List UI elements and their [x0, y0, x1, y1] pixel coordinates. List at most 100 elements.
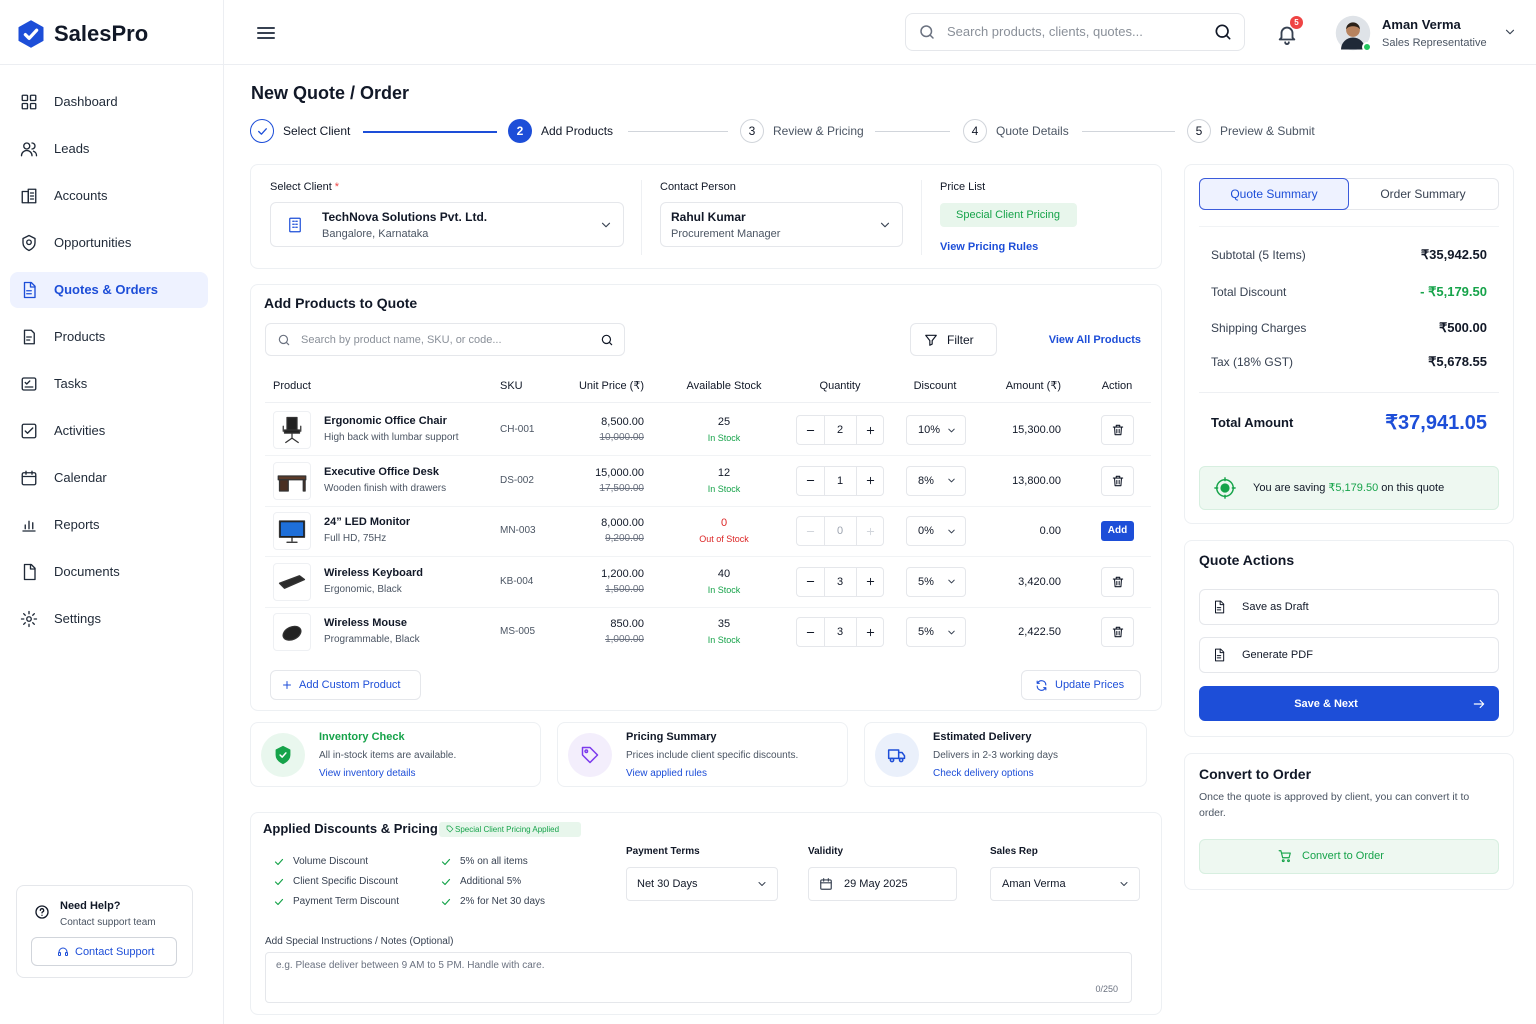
product-description: Ergonomic, Black	[324, 583, 402, 595]
stepper-divider	[824, 466, 825, 495]
info-link[interactable]: Check delivery options	[933, 768, 1034, 779]
icon	[925, 334, 937, 346]
add-custom-button[interactable]	[270, 670, 421, 700]
icon-shape	[26, 239, 32, 246]
payment-terms-select[interactable]	[626, 867, 778, 901]
primary-button-label[interactable]: Save & Next	[1294, 698, 1358, 710]
icon-shape	[947, 529, 955, 533]
pricing-rules-link[interactable]: View Pricing Rules	[940, 241, 1039, 253]
icon-shape	[285, 341, 290, 346]
nav-item[interactable]: Calendar	[54, 470, 107, 485]
search-box[interactable]	[905, 13, 1245, 51]
filter-button[interactable]	[910, 323, 997, 356]
action-button-label[interactable]: Generate PDF	[1242, 649, 1313, 661]
nav-item[interactable]: Quotes & Orders	[54, 282, 159, 297]
nav-item[interactable]: Tasks	[54, 376, 88, 391]
convert-button-label[interactable]: Convert to Order	[1302, 850, 1384, 862]
validity-input[interactable]	[808, 867, 957, 901]
icon-shape	[601, 222, 611, 228]
update-prices-label[interactable]: Update Prices	[1055, 679, 1125, 691]
action-button[interactable]	[1199, 637, 1499, 673]
discount-select[interactable]	[906, 566, 966, 597]
delete-button[interactable]	[1101, 415, 1134, 445]
quantity-stepper[interactable]	[796, 566, 884, 597]
icon	[1335, 15, 1371, 51]
support-button[interactable]	[31, 937, 177, 966]
icon-shape	[26, 336, 32, 341]
action-button-label[interactable]: Save as Draft	[1242, 601, 1309, 613]
icon-shape	[898, 757, 904, 763]
product-search[interactable]	[265, 323, 625, 356]
icon	[1120, 882, 1128, 886]
icon-shape	[441, 858, 451, 866]
icon	[1036, 679, 1046, 691]
nav-item[interactable]: Leads	[54, 141, 90, 156]
notes-textarea[interactable]	[265, 952, 1132, 1003]
nav-item[interactable]: Activities	[54, 423, 106, 438]
add-button-label[interactable]: Add	[1107, 525, 1128, 536]
icon	[20, 610, 38, 628]
nav-active-bg[interactable]	[10, 272, 208, 308]
icon	[441, 878, 451, 886]
notification-count: 5	[1294, 17, 1299, 27]
view-all-link[interactable]: View All Products	[1048, 334, 1141, 346]
info-link[interactable]: View applied rules	[626, 768, 707, 779]
summary-tab-active[interactable]	[1199, 178, 1349, 210]
filter-label[interactable]: Filter	[947, 333, 974, 347]
summary-tab[interactable]: Quote Summary	[1230, 187, 1318, 201]
icon	[278, 574, 306, 589]
column-header: Action	[1101, 380, 1133, 392]
step-circle	[1187, 119, 1211, 143]
product-search-placeholder: Search by product name, SKU, or code...	[301, 334, 502, 346]
primary-button[interactable]	[1199, 686, 1499, 721]
icon-shape	[29, 563, 36, 570]
product-description: Full HD, 75Hz	[324, 533, 387, 544]
delete-button[interactable]	[1101, 617, 1134, 647]
delete-button[interactable]	[1101, 465, 1134, 496]
update-prices-button[interactable]	[1021, 670, 1141, 700]
icon-shape	[274, 898, 284, 906]
icon-shape	[866, 476, 874, 485]
info-link[interactable]: View inventory details	[319, 768, 416, 779]
nav-item[interactable]: Products	[54, 329, 106, 344]
discount-select[interactable]	[906, 415, 966, 445]
icon	[806, 581, 814, 582]
discount-select[interactable]	[906, 465, 966, 496]
notes-label: Add Special Instructions / Notes (Option…	[265, 936, 454, 947]
delete-button[interactable]	[1101, 566, 1134, 597]
quantity-stepper[interactable]	[796, 617, 884, 647]
help-card	[16, 885, 193, 978]
nav-item[interactable]: Opportunities	[54, 235, 132, 250]
info-title: Estimated Delivery	[933, 731, 1032, 743]
contact-select[interactable]	[660, 202, 903, 247]
nav-item[interactable]: Settings	[54, 611, 101, 626]
summary-tab[interactable]: Order Summary	[1380, 187, 1466, 201]
nav-item[interactable]: Accounts	[54, 188, 108, 203]
product-image-frame	[273, 461, 311, 500]
nav-item[interactable]: Documents	[54, 564, 120, 579]
icon-shape	[283, 429, 301, 434]
quantity-stepper[interactable]	[796, 415, 884, 445]
client-select[interactable]	[270, 202, 624, 247]
sales-rep-select[interactable]	[990, 867, 1140, 901]
discount-select[interactable]	[906, 516, 966, 546]
nav-item[interactable]: Reports	[54, 517, 100, 532]
action-button[interactable]	[1199, 589, 1499, 625]
convert-button[interactable]	[1199, 839, 1499, 874]
support-button-label[interactable]: Contact Support	[75, 946, 155, 958]
icon-shape	[257, 27, 275, 39]
nav-item[interactable]: Dashboard	[54, 94, 118, 109]
discount-name: Client Specific Discount	[293, 876, 399, 887]
icon-shape	[23, 28, 39, 40]
discount-select[interactable]	[906, 617, 966, 647]
quantity: 0	[836, 525, 844, 537]
icon	[806, 631, 814, 633]
product-sku: MS-005	[500, 626, 536, 637]
icon	[947, 529, 955, 533]
unit-price: 8,000.00	[601, 517, 644, 529]
quantity-stepper[interactable]	[796, 465, 884, 496]
add-button[interactable]	[1101, 521, 1134, 541]
icon-shape	[21, 377, 37, 391]
icon-shape	[1214, 477, 1236, 499]
add-custom-label[interactable]: Add Custom Product	[299, 679, 401, 691]
